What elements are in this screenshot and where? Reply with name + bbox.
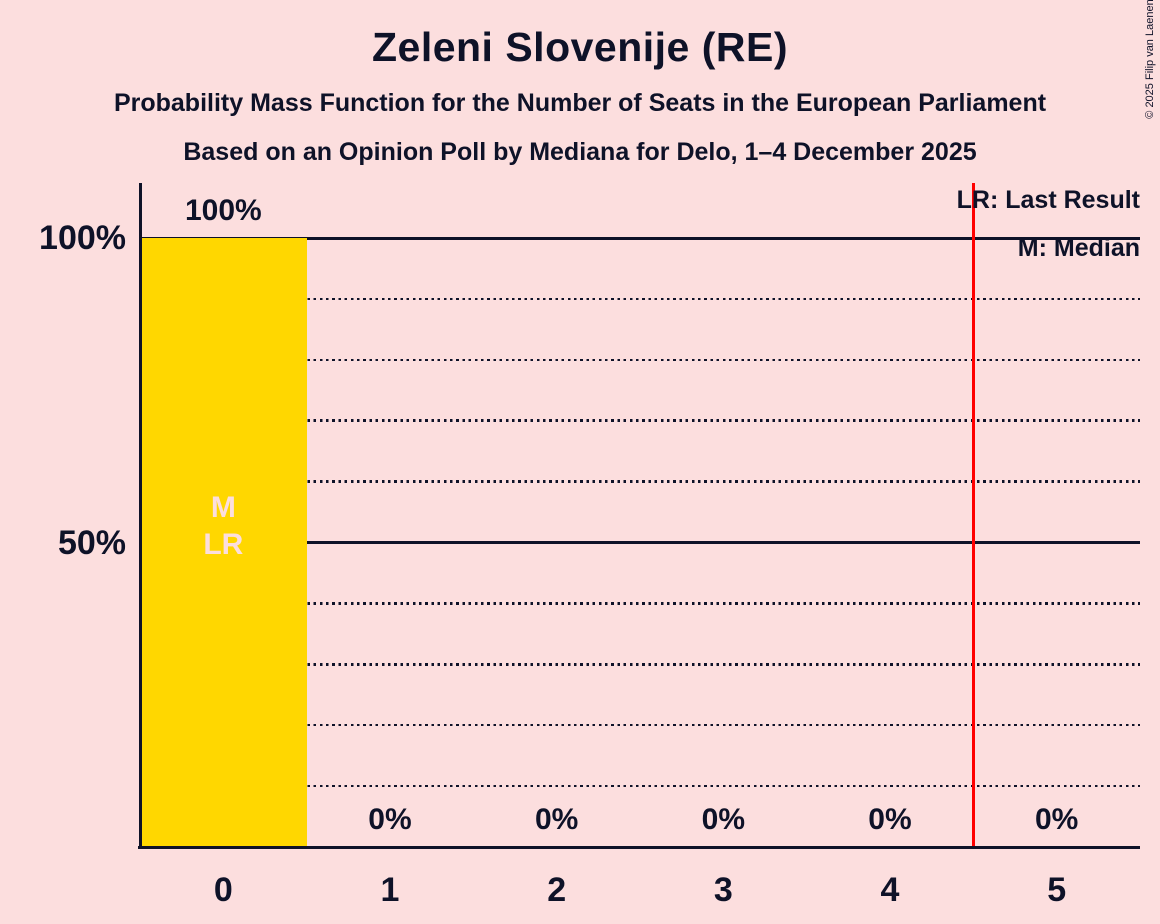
gridline-solid-50 — [140, 541, 1140, 544]
chart-title: Zeleni Slovenije (RE) — [371, 24, 789, 70]
x-tick-4: 4 — [880, 871, 900, 909]
x-tick-5: 5 — [1047, 871, 1067, 909]
x-tick-0: 0 — [213, 871, 233, 909]
red-threshold-line — [971, 183, 975, 847]
y-tick-100: 100% — [39, 219, 126, 257]
x-tick-2: 2 — [547, 871, 567, 909]
gridline-dotted-20 — [140, 723, 1140, 727]
legend-median: M: Median — [1017, 234, 1140, 262]
bar-value-label-0: 100% — [184, 194, 262, 227]
bar-annotation-0: M LR — [140, 489, 307, 563]
gridline-dotted-10 — [140, 784, 1140, 788]
chart-subtitle-poll: Based on an Opinion Poll by Mediana for … — [183, 138, 977, 166]
x-tick-1: 1 — [380, 871, 400, 909]
bar-annotation-line-lr: LR — [203, 528, 244, 561]
gridline-dotted-30 — [140, 663, 1140, 666]
gridline-dotted-60 — [140, 480, 1140, 483]
x-tick-3: 3 — [713, 871, 733, 909]
gridline-dotted-40 — [140, 602, 1140, 605]
chart-subtitle-pmf: Probability Mass Function for the Number… — [113, 89, 1047, 117]
gridline-dotted-70 — [140, 419, 1140, 422]
y-tick-50: 50% — [57, 523, 126, 562]
gridline-dotted-90 — [140, 297, 1140, 301]
gridline-solid-100 — [140, 236, 1140, 240]
bar-value-label-3: 0% — [701, 803, 745, 836]
bar-value-label-2: 0% — [534, 803, 579, 836]
bar-value-label-4: 0% — [868, 803, 912, 836]
y-axis-line — [139, 183, 142, 849]
gridline-dotted-80 — [140, 358, 1140, 362]
legend-last-result: LR: Last Result — [956, 186, 1140, 214]
copyright-notice: © 2025 Filip van Laenen — [1144, 0, 1156, 119]
x-axis-line — [138, 846, 1140, 849]
bar-0 — [141, 238, 307, 847]
bar-annotation-line-m: M — [210, 491, 236, 524]
bar-value-label-1: 0% — [368, 803, 412, 836]
bar-value-label-5: 0% — [1034, 803, 1079, 836]
